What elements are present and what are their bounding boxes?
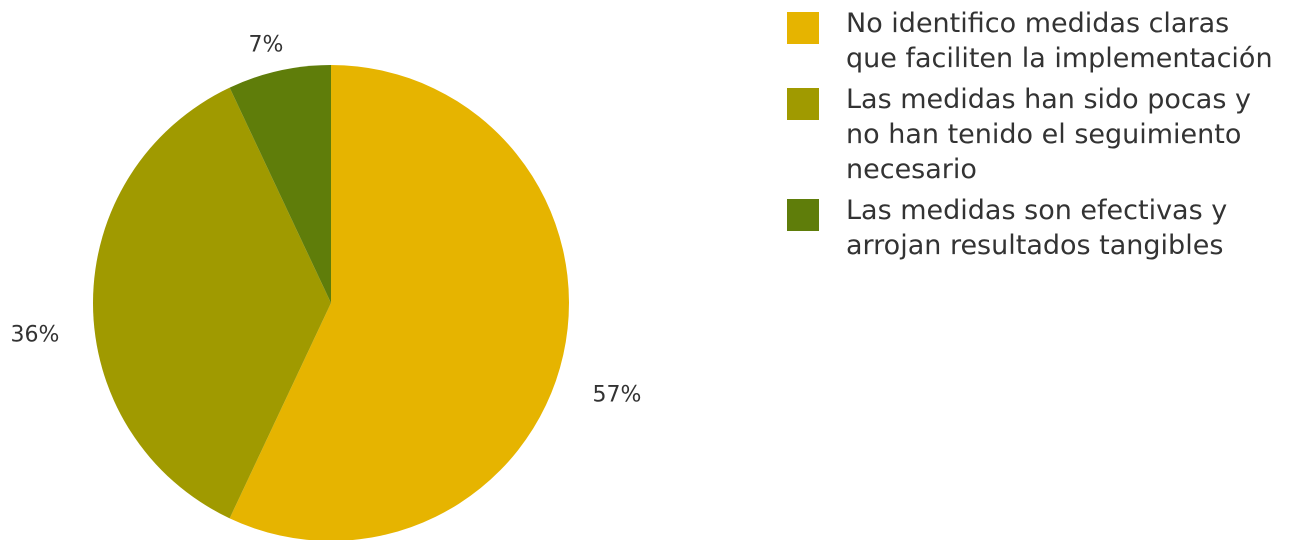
data-label-1: 57% <box>593 383 642 408</box>
pie-slice-1 <box>229 65 569 540</box>
legend-item-1: No identifico medidas claras que facilit… <box>787 6 1292 76</box>
data-label-3: 7% <box>249 33 284 58</box>
legend-label-1: No identifico medidas claras que facilit… <box>846 8 1273 74</box>
pie-slice-2 <box>92 87 331 519</box>
pie-slice-3 <box>229 65 331 303</box>
legend-item-2: Las medidas han sido pocas y no han teni… <box>787 82 1292 187</box>
legend-swatch-3 <box>787 199 819 231</box>
legend-swatch-2 <box>787 88 819 120</box>
legend-swatch-1 <box>787 12 819 44</box>
legend-label-2: Las medidas han sido pocas y no han teni… <box>846 84 1251 185</box>
legend-label-3: Las medidas son efectivas y arrojan resu… <box>846 195 1228 261</box>
legend: No identifico medidas claras que facilit… <box>787 6 1292 269</box>
pie-chart: 57% 36% 7% <box>11 33 642 540</box>
legend-item-3: Las medidas son efectivas y arrojan resu… <box>787 193 1292 263</box>
data-label-2: 36% <box>11 323 60 348</box>
